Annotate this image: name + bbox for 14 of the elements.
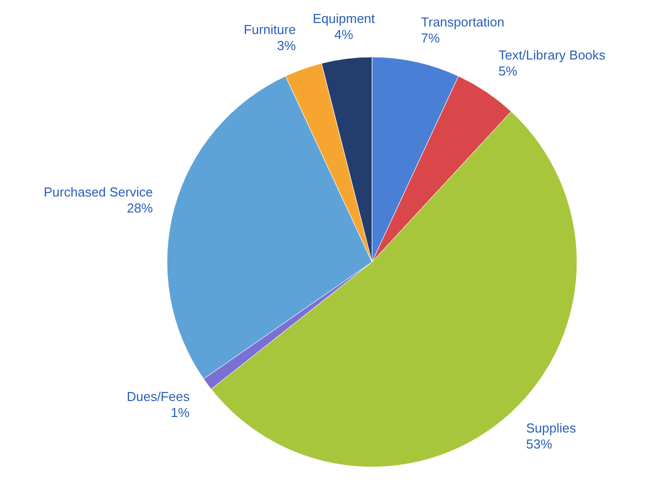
slice-label: Purchased Service (44, 184, 153, 200)
data-label: 4% (334, 26, 354, 42)
slice-label: Supplies (526, 420, 577, 436)
slice-label: Text/Library Books (498, 48, 606, 62)
slice-label: Dues/Fees (126, 389, 190, 404)
data-label: 53% (526, 436, 553, 452)
data-label: 7% (421, 30, 440, 46)
data-label: 28% (126, 200, 154, 216)
data-label: 1% (170, 405, 190, 420)
slice-label: Transportation (421, 14, 504, 30)
slice-label: Furniture (244, 22, 296, 38)
slice-label: Equipment (312, 10, 376, 26)
data-label: 5% (498, 64, 518, 78)
data-label: 3% (277, 38, 296, 54)
